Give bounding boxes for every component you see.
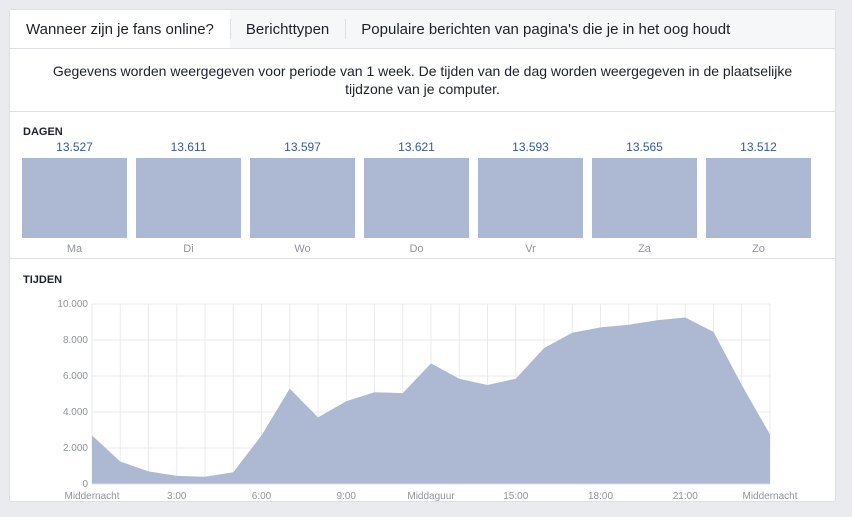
tab-bar: Wanneer zijn je fans online? Berichttype…: [10, 10, 835, 49]
day-column[interactable]: 13.593 Vr: [478, 140, 583, 255]
x-tick-label: 6:00: [252, 491, 272, 502]
times-area-chart: 0 2.000 4.000 6.000 8.000 10.000 Middernacht 3:…: [57, 299, 797, 502]
y-tick-label: 2.000: [63, 443, 88, 454]
day-value: 13.621: [398, 140, 435, 154]
day-bar: [364, 158, 469, 238]
hour-point[interactable]: [260, 433, 264, 437]
hour-point[interactable]: [147, 469, 151, 473]
day-bar: [136, 158, 241, 238]
x-tick-label: Middaguur: [407, 491, 455, 502]
day-label: Vr: [525, 243, 536, 255]
day-label: Za: [638, 243, 651, 255]
day-value: 13.527: [56, 140, 93, 154]
x-tick-label: Middernacht: [742, 491, 797, 502]
day-column[interactable]: 13.597 Wo: [250, 140, 355, 255]
days-section: DAGEN 13.527 Ma 13.611 Di 13.597 Wo 13.621 Do 13…: [10, 112, 835, 259]
day-value: 13.597: [284, 140, 321, 154]
hour-point[interactable]: [231, 470, 235, 474]
day-column[interactable]: 13.621 Do: [364, 140, 469, 255]
times-section: TIJDEN 0 2.000 4.000 6.000 8.000 10.000 Midder…: [10, 259, 835, 503]
x-tick-label: 9:00: [337, 491, 357, 502]
x-tick-label: 21:00: [673, 491, 698, 502]
times-title: TIJDEN: [23, 274, 63, 286]
period-notice-text: Gegevens worden weergegeven voor periode…: [52, 63, 793, 97]
tab-fans-online[interactable]: Wanneer zijn je fans online?: [10, 10, 230, 48]
tab-top-posts-watched-pages[interactable]: Populaire berichten van pagina's die je …: [345, 10, 746, 48]
day-column[interactable]: 13.565 Za: [592, 140, 697, 255]
hour-point[interactable]: [118, 460, 122, 464]
day-label: Wo: [294, 243, 311, 255]
day-label: Ma: [66, 243, 83, 255]
hour-point[interactable]: [429, 361, 433, 365]
hour-point[interactable]: [401, 391, 405, 395]
day-bar: [22, 158, 127, 238]
day-bar: [250, 158, 355, 238]
hour-point[interactable]: [457, 377, 461, 381]
day-label: Zo: [752, 243, 765, 255]
period-notice: Gegevens worden weergegeven voor periode…: [10, 49, 835, 112]
hour-point[interactable]: [627, 323, 631, 327]
hour-point[interactable]: [768, 433, 772, 437]
hour-point[interactable]: [542, 346, 546, 350]
hour-point[interactable]: [712, 330, 716, 334]
day-column[interactable]: 13.527 Ma: [22, 140, 127, 255]
hour-point[interactable]: [288, 387, 292, 391]
day-value: 13.593: [512, 140, 549, 154]
hour-point[interactable]: [486, 383, 490, 387]
y-tick-label: 4.000: [63, 407, 88, 418]
hour-point[interactable]: [655, 318, 659, 322]
day-value: 13.565: [626, 140, 663, 154]
x-tick-label: 3:00: [167, 491, 187, 502]
y-tick-label: 6.000: [63, 371, 88, 382]
hour-point[interactable]: [514, 377, 518, 381]
y-tick-label: 8.000: [63, 335, 88, 346]
hour-point[interactable]: [570, 331, 574, 335]
day-label: Do: [409, 243, 424, 255]
hour-point[interactable]: [175, 474, 179, 478]
y-tick-label: 0: [82, 479, 88, 490]
x-tick-label: 15:00: [503, 491, 528, 502]
x-tick-label: Middernacht: [64, 491, 119, 502]
insights-panel: Wanneer zijn je fans online? Berichttype…: [9, 9, 836, 502]
hour-point[interactable]: [203, 475, 207, 479]
day-value: 13.611: [170, 140, 207, 154]
days-title: DAGEN: [23, 126, 63, 138]
hour-point[interactable]: [90, 433, 94, 437]
day-bar: [478, 158, 583, 238]
day-column[interactable]: 13.611 Di: [136, 140, 241, 255]
y-tick-label: 10.000: [57, 299, 88, 310]
hour-point[interactable]: [740, 383, 744, 387]
day-bar: [706, 158, 811, 238]
x-tick-label: 18:00: [588, 491, 613, 502]
hour-point[interactable]: [599, 325, 603, 329]
day-value: 13.512: [740, 140, 777, 154]
hour-point[interactable]: [316, 415, 320, 419]
day-bar: [592, 158, 697, 238]
hour-point[interactable]: [344, 399, 348, 403]
hour-point[interactable]: [373, 390, 377, 394]
day-column[interactable]: 13.512 Zo: [706, 140, 811, 255]
day-label: Di: [183, 243, 194, 255]
tab-post-types[interactable]: Berichttypen: [229, 10, 345, 48]
hour-point[interactable]: [683, 316, 687, 320]
fans-online-area: [92, 317, 770, 484]
